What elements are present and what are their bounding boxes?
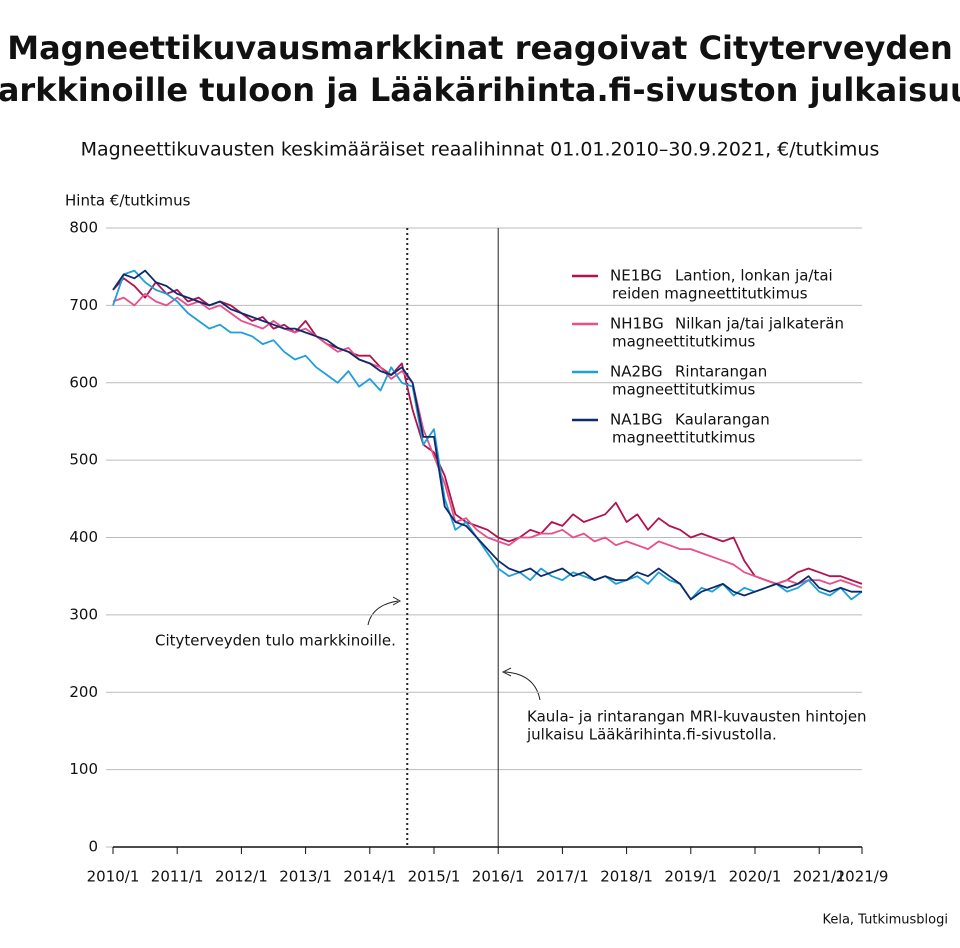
x-tick-label: 2018/1 (600, 868, 653, 886)
y-tick-label: 600 (69, 373, 98, 391)
legend-label: Kaularangan (675, 411, 770, 429)
legend-name: NE1BG (610, 267, 662, 285)
annotation-arrow (367, 600, 399, 626)
legend-label: reiden magneettitutkimus (612, 285, 808, 303)
y-tick-label: 0 (88, 838, 98, 856)
x-tick-label: 2015/1 (408, 868, 461, 886)
annotation-arrowhead (392, 596, 402, 606)
x-tick-label: 2013/1 (279, 868, 332, 886)
legend-label: magneettitutkimus (612, 381, 755, 399)
series-line (112, 269, 862, 601)
x-tick-label: 2011/1 (151, 868, 204, 886)
annotation-arrow (504, 671, 541, 701)
y-tick-label: 300 (69, 605, 98, 623)
x-tick-label: 2012/1 (215, 868, 268, 886)
x-tick-label: 2017/1 (536, 868, 589, 886)
y-tick-label: 500 (69, 451, 98, 469)
legend-name: NA2BG (610, 363, 663, 381)
x-tick-label: 2016/1 (472, 868, 525, 886)
y-tick-label: 800 (69, 219, 98, 237)
y-axis-label: Hinta €/tutkimus (65, 192, 191, 210)
x-tick-label: 2014/1 (343, 868, 396, 886)
series-line (112, 277, 863, 585)
y-tick-label: 700 (69, 296, 98, 314)
y-tick-label: 400 (69, 528, 98, 546)
chart-subtitle: Magneettikuvausten keskimääräiset reaali… (81, 139, 880, 161)
legend-label: Lantion, lonkan ja/tai (675, 267, 833, 285)
annotation-arrowhead (501, 667, 512, 677)
legend-label: magneettitutkimus (612, 333, 755, 351)
annotation: julkaisu Lääkärihinta.fi-sivustolla. (526, 726, 777, 744)
series-line (112, 292, 863, 589)
source: Kela, Tutkimusblogi (822, 913, 948, 928)
x-tick-label: 2019/1 (664, 868, 717, 886)
chart-title: Magneettikuvausmarkkinat reagoivat Cityt… (7, 29, 953, 67)
x-tick-label: 2021/1 (793, 868, 846, 886)
legend-label: Nilkan ja/tai jalkaterän (675, 315, 844, 333)
chart-title: markkinoille tuloon ja Lääkärihinta.fi-s… (0, 71, 960, 109)
x-tick-label: 2020/1 (729, 868, 782, 886)
y-tick-label: 100 (69, 760, 98, 778)
legend-label: magneettitutkimus (612, 429, 755, 447)
legend-label: Rintarangan (675, 363, 767, 381)
x-tick-label: 2021/9 (836, 868, 889, 886)
annotation: Cityterveyden tulo markkinoille. (155, 632, 396, 650)
legend-name: NA1BG (610, 411, 663, 429)
y-tick-label: 200 (69, 683, 98, 701)
annotation: Kaula- ja rintarangan MRI-kuvausten hint… (527, 708, 867, 726)
x-tick-label: 2010/1 (87, 868, 140, 886)
legend-name: NH1BG (610, 315, 664, 333)
